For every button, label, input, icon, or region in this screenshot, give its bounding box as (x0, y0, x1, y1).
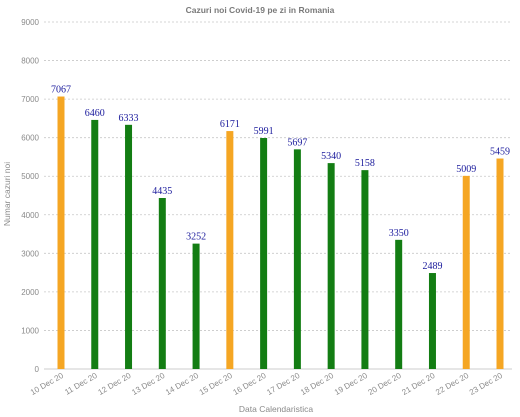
data-label: 6333 (119, 113, 139, 124)
bar (260, 138, 268, 369)
data-label: 5009 (456, 164, 476, 175)
x-tick-label: 13 Dec 20 (130, 371, 167, 397)
x-tick-label: 21 Dec 20 (400, 371, 437, 397)
chart-title: Cazuri noi Covid-19 pe zi in Romania (186, 5, 335, 15)
y-tick-label: 1000 (21, 326, 39, 335)
x-axis-title: Data Calendaristica (239, 404, 313, 414)
y-tick-label: 5000 (21, 172, 39, 181)
x-tick-label: 22 Dec 20 (434, 371, 471, 397)
x-tick-label: 23 Dec 20 (468, 371, 505, 397)
x-tick-label: 12 Dec 20 (96, 371, 133, 397)
y-axis-ticks: 0 1000 2000 3000 4000 5000 6000 7000 8000 9000 (21, 18, 39, 374)
bar (125, 124, 133, 369)
x-tick-label: 11 Dec 20 (63, 371, 99, 397)
y-axis-title: Numar cazuri noi (2, 162, 12, 226)
bar (462, 175, 470, 369)
bar (293, 149, 301, 369)
x-tick-label: 18 Dec 20 (299, 371, 336, 397)
data-labels: 7067 6460 6333 4435 3252 6171 5991 5697 5340 5158… (51, 85, 510, 273)
x-tick-label: 16 Dec 20 (232, 371, 269, 397)
data-label: 2489 (422, 261, 442, 272)
x-tick-label: 19 Dec 20 (333, 371, 370, 397)
data-label: 5991 (254, 126, 274, 137)
data-label: 5459 (490, 147, 510, 158)
data-label: 6460 (85, 108, 105, 119)
y-tick-label: 8000 (21, 57, 39, 66)
bar (361, 170, 369, 369)
bar (91, 119, 99, 369)
y-tick-label: 4000 (21, 211, 39, 220)
data-label: 5697 (287, 137, 307, 148)
data-label: 5158 (355, 158, 375, 169)
bar (158, 198, 166, 369)
grid-layer (44, 21, 512, 370)
data-label: 3350 (389, 228, 409, 239)
x-tick-label: 15 Dec 20 (198, 371, 235, 397)
y-tick-label: 9000 (21, 18, 39, 27)
x-tick-label: 10 Dec 20 (29, 371, 66, 397)
data-label: 7067 (51, 85, 71, 96)
bar (57, 96, 65, 369)
data-label: 4435 (152, 186, 172, 197)
data-label: 3252 (186, 232, 206, 243)
bar (395, 239, 403, 369)
y-tick-label: 0 (35, 365, 40, 374)
y-tick-label: 6000 (21, 134, 39, 143)
x-tick-label: 14 Dec 20 (164, 371, 201, 397)
x-tick-label: 17 Dec 20 (265, 371, 302, 397)
bar (192, 243, 200, 369)
bars (57, 96, 504, 369)
y-tick-label: 7000 (21, 95, 39, 104)
y-tick-label: 2000 (21, 288, 39, 297)
data-label: 5340 (321, 151, 341, 162)
bar (327, 163, 335, 369)
x-tick-label: 20 Dec 20 (367, 371, 404, 397)
bar (496, 158, 504, 369)
data-label: 6171 (220, 119, 240, 130)
bar (428, 273, 436, 369)
bar (226, 131, 234, 369)
y-tick-label: 3000 (21, 249, 39, 258)
